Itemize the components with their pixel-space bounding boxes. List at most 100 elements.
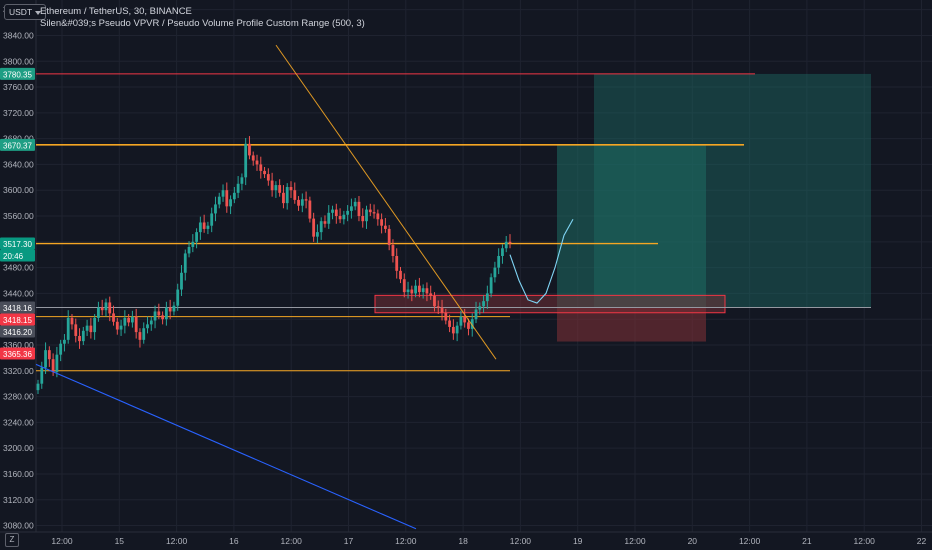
candle-body — [285, 187, 289, 204]
candle-body — [297, 199, 300, 206]
x-tick-label: 19 — [573, 536, 583, 546]
candle-body — [323, 221, 327, 224]
candle-body — [157, 311, 161, 316]
candle-body — [308, 200, 312, 219]
timezone-zoom-button[interactable]: Z — [5, 533, 19, 547]
candle-body — [248, 143, 251, 156]
candle-body — [161, 315, 165, 320]
candle-body — [504, 241, 508, 249]
candle-body — [357, 201, 361, 217]
candle-body — [172, 305, 176, 312]
y-tick-label: 3200.00 — [3, 443, 34, 453]
stop-price-label-bg — [0, 347, 35, 360]
candle-body — [444, 312, 448, 321]
resistance-price-label-bg — [0, 138, 35, 151]
candle-body — [142, 328, 146, 340]
candle-body — [131, 316, 134, 323]
support-price-label-1-bg — [0, 301, 35, 314]
candle-body — [270, 180, 274, 191]
blue-trendline — [35, 363, 417, 530]
x-tick-label: 12:00 — [854, 536, 876, 546]
supply-box — [374, 294, 726, 314]
candle-body — [195, 232, 198, 242]
x-tick-label: 22 — [917, 536, 927, 546]
stop-price-label: 3365.36 — [3, 350, 32, 359]
y-tick-label: 3560.00 — [3, 211, 34, 221]
candle-body — [497, 256, 501, 268]
x-tick-label: 12:00 — [166, 536, 188, 546]
candle-body — [63, 339, 66, 344]
x-tick-label: 12:00 — [51, 536, 73, 546]
candle-body — [365, 209, 368, 222]
candle-body — [115, 321, 119, 330]
y-tick-label: 3480.00 — [3, 263, 34, 273]
candle-body — [316, 232, 319, 237]
candle-body — [278, 185, 282, 193]
candle-body — [36, 383, 40, 391]
candle-body — [433, 295, 436, 307]
x-tick-label: 20 — [688, 536, 698, 546]
candle-body — [478, 306, 482, 310]
support-price-label-1: 3418.16 — [3, 304, 32, 313]
candle-body — [100, 307, 104, 311]
target-price-label: 3780.35 — [3, 70, 32, 79]
y-tick-label: 3240.00 — [3, 417, 34, 427]
candle-body — [176, 289, 180, 306]
candle-body — [164, 307, 168, 320]
support-price-label-2-bg — [0, 313, 35, 326]
candle-body — [210, 213, 214, 226]
candle-body — [376, 213, 380, 220]
candle-body — [342, 214, 346, 220]
candle-body — [485, 293, 489, 302]
symbol-title[interactable]: Ethereum / TetherUS, 30, BINANCE — [40, 6, 192, 17]
indicator-title[interactable]: Silen&#039;s Pseudo VPVR / Pseudo Volume… — [40, 18, 365, 29]
support-price-label-2: 3418.15 — [3, 316, 32, 325]
candle-body — [399, 270, 402, 280]
candle-body — [387, 228, 391, 246]
projected-path — [509, 218, 574, 304]
candle-body — [440, 307, 444, 313]
candle-body — [414, 285, 417, 294]
candle-body — [425, 288, 429, 294]
candle-body — [104, 302, 108, 311]
candle-body — [40, 367, 44, 384]
y-tick-label: 3840.00 — [3, 30, 34, 40]
candle-body — [108, 302, 112, 314]
candle-body — [406, 289, 410, 293]
y-tick-label: 3080.00 — [3, 521, 34, 531]
x-tick-label: 12:00 — [281, 536, 303, 546]
x-tick-label: 12:00 — [739, 536, 761, 546]
candle-body — [123, 317, 127, 326]
candle-body — [501, 248, 504, 257]
x-tick-label: 18 — [458, 536, 468, 546]
y-tick-label: 3600.00 — [3, 185, 34, 195]
candle-body — [327, 212, 331, 224]
candle-body — [138, 332, 142, 340]
y-tick-label: 3640.00 — [3, 159, 34, 169]
candle-body — [338, 216, 342, 220]
candle-body — [180, 272, 183, 290]
y-tick-label: 3680.00 — [3, 134, 34, 144]
candle-body — [93, 317, 97, 333]
candle-body — [168, 307, 172, 312]
candle-body — [217, 196, 221, 205]
chevron-down-icon — [35, 10, 42, 15]
currency-selector[interactable]: USDT — [4, 4, 47, 20]
candle-body — [361, 216, 365, 222]
candle-countdown-label-bg — [0, 249, 35, 262]
candle-body — [236, 183, 240, 193]
candle-body — [78, 335, 81, 342]
candle-body — [293, 190, 297, 200]
candle-body — [146, 324, 149, 329]
candle-body — [44, 350, 47, 368]
y-tick-label: 3360.00 — [3, 340, 34, 350]
candle-body — [134, 316, 138, 333]
candle-body — [350, 206, 353, 211]
y-tick-label: 3120.00 — [3, 495, 34, 505]
candle-body — [331, 209, 334, 213]
candle-body — [112, 313, 115, 322]
candle-body — [244, 143, 248, 178]
candle-body — [266, 174, 270, 181]
